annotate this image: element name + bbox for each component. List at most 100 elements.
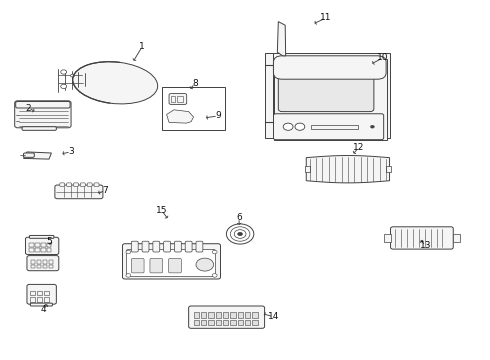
Bar xyxy=(238,312,243,318)
FancyBboxPatch shape xyxy=(391,227,453,249)
Bar xyxy=(37,297,42,302)
FancyBboxPatch shape xyxy=(126,249,216,276)
Bar xyxy=(43,260,47,264)
FancyBboxPatch shape xyxy=(55,185,103,199)
Bar xyxy=(47,248,51,252)
FancyBboxPatch shape xyxy=(169,258,181,273)
FancyBboxPatch shape xyxy=(185,241,192,252)
Circle shape xyxy=(126,250,131,254)
Circle shape xyxy=(283,123,293,130)
Bar xyxy=(41,248,46,252)
Bar xyxy=(41,243,46,247)
Circle shape xyxy=(230,227,250,241)
Bar xyxy=(29,248,34,252)
FancyBboxPatch shape xyxy=(22,127,56,130)
Polygon shape xyxy=(167,110,194,123)
Text: 1: 1 xyxy=(139,42,145,51)
Bar xyxy=(30,291,35,295)
Bar xyxy=(223,312,228,318)
Circle shape xyxy=(212,250,217,254)
Polygon shape xyxy=(24,152,51,159)
Circle shape xyxy=(126,274,131,277)
FancyBboxPatch shape xyxy=(15,101,71,128)
FancyBboxPatch shape xyxy=(131,258,144,273)
FancyBboxPatch shape xyxy=(25,237,59,255)
Text: 15: 15 xyxy=(156,206,168,215)
Bar xyxy=(216,312,221,318)
Bar xyxy=(245,320,250,325)
Text: 3: 3 xyxy=(68,148,74,156)
FancyBboxPatch shape xyxy=(142,241,149,252)
Bar xyxy=(223,320,228,325)
FancyBboxPatch shape xyxy=(153,241,160,252)
Text: 7: 7 xyxy=(102,186,108,195)
Bar xyxy=(29,243,34,247)
FancyBboxPatch shape xyxy=(278,65,374,112)
FancyBboxPatch shape xyxy=(80,183,85,186)
Bar xyxy=(386,166,391,172)
FancyBboxPatch shape xyxy=(131,241,138,252)
FancyBboxPatch shape xyxy=(30,303,52,306)
Bar xyxy=(265,53,273,138)
Bar xyxy=(31,260,35,264)
FancyBboxPatch shape xyxy=(164,241,171,252)
FancyBboxPatch shape xyxy=(29,235,54,238)
Bar xyxy=(162,87,225,130)
Circle shape xyxy=(196,258,214,271)
Text: 12: 12 xyxy=(353,143,365,152)
Circle shape xyxy=(71,74,74,77)
FancyBboxPatch shape xyxy=(60,183,65,186)
Bar xyxy=(37,291,42,295)
FancyBboxPatch shape xyxy=(150,258,163,273)
Circle shape xyxy=(370,125,374,128)
FancyBboxPatch shape xyxy=(16,102,70,108)
Polygon shape xyxy=(277,22,286,56)
Bar xyxy=(238,320,243,325)
FancyBboxPatch shape xyxy=(67,183,72,186)
FancyBboxPatch shape xyxy=(87,183,92,186)
Circle shape xyxy=(234,230,246,238)
Text: 8: 8 xyxy=(192,79,198,88)
Bar xyxy=(252,312,258,318)
Bar xyxy=(49,265,53,268)
Bar xyxy=(177,96,183,102)
Text: 10: 10 xyxy=(377,53,389,62)
Bar xyxy=(44,297,49,302)
Bar xyxy=(171,96,175,102)
Bar xyxy=(47,243,51,247)
FancyBboxPatch shape xyxy=(94,183,99,186)
Bar xyxy=(201,312,206,318)
Bar xyxy=(311,125,358,129)
Text: 9: 9 xyxy=(215,111,221,120)
Bar xyxy=(35,248,40,252)
Bar xyxy=(37,260,41,264)
Bar xyxy=(37,265,41,268)
Bar xyxy=(216,320,221,325)
Bar xyxy=(272,53,390,138)
Circle shape xyxy=(295,123,305,130)
Bar xyxy=(43,265,47,268)
Circle shape xyxy=(238,232,243,236)
Bar xyxy=(35,243,40,247)
Bar xyxy=(230,312,236,318)
FancyBboxPatch shape xyxy=(196,241,203,252)
Circle shape xyxy=(226,224,254,244)
FancyBboxPatch shape xyxy=(27,256,59,271)
FancyBboxPatch shape xyxy=(169,94,187,104)
Polygon shape xyxy=(306,156,390,183)
Bar xyxy=(44,291,49,295)
Bar xyxy=(230,320,236,325)
Text: 6: 6 xyxy=(236,213,242,222)
FancyBboxPatch shape xyxy=(189,306,265,328)
Text: 14: 14 xyxy=(268,312,279,321)
Bar xyxy=(384,234,391,242)
FancyBboxPatch shape xyxy=(74,183,78,186)
FancyBboxPatch shape xyxy=(273,56,386,79)
Text: 11: 11 xyxy=(320,13,332,22)
Text: 2: 2 xyxy=(25,104,31,112)
FancyBboxPatch shape xyxy=(24,153,34,157)
Bar xyxy=(245,312,250,318)
Bar xyxy=(208,312,214,318)
FancyBboxPatch shape xyxy=(122,244,220,279)
Bar xyxy=(274,59,387,140)
